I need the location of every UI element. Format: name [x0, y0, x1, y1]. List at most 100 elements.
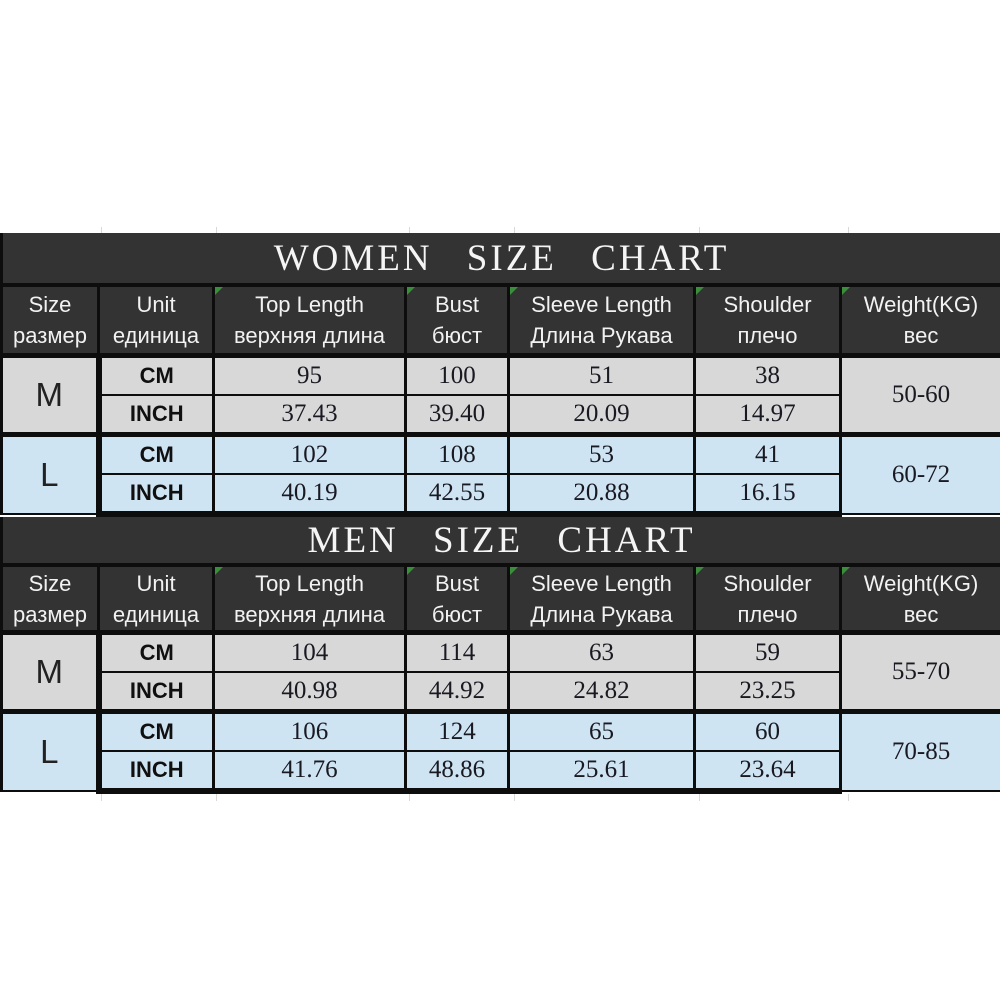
col-header-shoulder: Shoulder плечо	[693, 563, 842, 635]
bust-inch-value: 44.92	[404, 671, 510, 713]
sleeve-cm-value: 51	[507, 353, 696, 396]
gridline-stub	[216, 227, 217, 233]
col-header-weight-ru: вес	[903, 323, 939, 348]
shoulder-inch-value: 23.64	[693, 750, 842, 794]
women-m-cm-row: M CM 95 100 51 38 50-60	[0, 353, 1000, 436]
women-title-row: WOMEN SIZE CHART	[0, 233, 1000, 287]
col-header-shoulder-en: Shoulder	[723, 570, 812, 596]
men-m-inch-row: INCH 40.98 44.92 24.82 23.25	[2, 671, 1000, 713]
weight-cell-l: 70-85	[838, 709, 1000, 792]
col-header-size-en: Size	[28, 292, 72, 317]
unit-cell-cm: CM	[97, 432, 215, 475]
cell-flag-icon	[216, 567, 223, 575]
cell-flag-icon	[408, 287, 415, 295]
col-header-bust-en: Bust	[434, 292, 480, 317]
women-size-table: WOMEN SIZE CHART Size размер Unit единиц…	[0, 233, 1000, 517]
unit-cell-cm: CM	[97, 630, 215, 673]
shoulder-inch-value: 16.15	[693, 473, 842, 517]
col-header-sleeve-length-en: Sleeve Length	[531, 570, 672, 596]
col-header-unit: Unit единица	[97, 563, 215, 635]
col-header-shoulder-ru: плечо	[737, 323, 798, 348]
col-header-unit-ru: единица	[112, 601, 200, 627]
gridline-stub	[216, 794, 217, 801]
cell-flag-icon	[511, 287, 518, 295]
top-length-cm-value: 95	[212, 353, 407, 396]
col-header-top-length: Top Length верхняя длина	[212, 563, 407, 635]
col-header-bust: Bust бюст	[404, 283, 510, 358]
col-header-sleeve-length-ru: Длина Рукава	[530, 323, 673, 348]
unit-cell-inch: INCH	[97, 394, 215, 436]
gridline-stub	[101, 794, 102, 801]
col-header-bust-ru: бюст	[431, 601, 483, 627]
shoulder-cm-value: 60	[693, 709, 842, 752]
gridline-stub	[699, 227, 700, 233]
gridline-stub	[409, 227, 410, 233]
gridline-stub	[848, 227, 849, 233]
weight-cell-m: 50-60	[838, 353, 1000, 436]
sleeve-inch-value: 20.09	[507, 394, 696, 436]
col-header-size: Size размер	[0, 563, 100, 635]
col-header-size-en: Size	[28, 570, 72, 596]
col-header-bust-ru: бюст	[431, 323, 483, 348]
bust-inch-value: 48.86	[404, 750, 510, 794]
size-cell-l: L	[0, 709, 102, 792]
col-header-unit-en: Unit	[136, 292, 176, 317]
col-header-weight: Weight(KG) вес	[838, 563, 1000, 635]
col-header-weight-en: Weight(KG)	[863, 292, 979, 317]
women-header-row: Size размер Unit единица Top Length верх…	[0, 283, 1000, 358]
cell-flag-icon	[408, 567, 415, 575]
shoulder-inch-value: 23.25	[693, 671, 842, 713]
women-l-cm-row: L CM 102 108 53 41 60-72	[0, 432, 1000, 515]
col-header-sleeve-length: Sleeve Length Длина Рукава	[507, 563, 696, 635]
top-length-inch-value: 37.43	[212, 394, 407, 436]
cell-flag-icon	[697, 567, 704, 575]
men-title-row: MEN SIZE CHART	[0, 517, 1000, 567]
gridline-stub	[101, 227, 102, 233]
women-m-inch-row: INCH 37.43 39.40 20.09 14.97	[2, 394, 1000, 436]
weight-cell-l: 60-72	[838, 432, 1000, 515]
col-header-unit-ru: единица	[112, 323, 200, 348]
sleeve-cm-value: 65	[507, 709, 696, 752]
size-charts-container: WOMEN SIZE CHART Size размер Unit единиц…	[0, 227, 1000, 801]
men-size-table: MEN SIZE CHART Size размер Unit единица …	[0, 517, 1000, 794]
weight-cell-m: 55-70	[838, 630, 1000, 713]
col-header-sleeve-length-en: Sleeve Length	[531, 292, 672, 317]
col-header-bust-en: Bust	[434, 570, 480, 596]
gridline-stub	[699, 794, 700, 801]
bust-inch-value: 39.40	[404, 394, 510, 436]
cell-flag-icon	[511, 567, 518, 575]
men-header-row: Size размер Unit единица Top Length верх…	[0, 563, 1000, 635]
men-m-cm-row: M CM 104 114 63 59 55-70	[0, 630, 1000, 713]
col-header-weight-ru: вес	[903, 601, 939, 627]
bust-cm-value: 100	[404, 353, 510, 396]
gridline-stub	[514, 794, 515, 801]
col-header-top-length-ru: верхняя длина	[233, 601, 386, 627]
col-header-size-ru: размер	[13, 601, 87, 627]
unit-cell-inch: INCH	[97, 671, 215, 713]
col-header-shoulder: Shoulder плечо	[693, 283, 842, 358]
col-header-top-length-en: Top Length	[255, 570, 364, 596]
col-header-top-length: Top Length верхняя длина	[212, 283, 407, 358]
cell-flag-icon	[843, 567, 850, 575]
col-header-top-length-en: Top Length	[255, 292, 364, 317]
top-length-inch-value: 40.19	[212, 473, 407, 517]
col-header-size: Size размер	[0, 283, 100, 358]
men-l-inch-row: INCH 41.76 48.86 25.61 23.64	[2, 750, 1000, 794]
sleeve-inch-value: 20.88	[507, 473, 696, 517]
col-header-weight-en: Weight(KG)	[863, 570, 979, 596]
men-l-cm-row: L CM 106 124 65 60 70-85	[0, 709, 1000, 792]
sleeve-cm-value: 53	[507, 432, 696, 475]
gridline-stub	[409, 794, 410, 801]
women-chart-title: WOMEN SIZE CHART	[0, 233, 1000, 287]
gridline-stub	[848, 794, 849, 801]
col-header-shoulder-ru: плечо	[737, 601, 798, 627]
unit-cell-cm: CM	[97, 709, 215, 752]
shoulder-cm-value: 38	[693, 353, 842, 396]
gridline-stub	[514, 227, 515, 233]
men-chart-title: MEN SIZE CHART	[0, 517, 1000, 567]
top-length-cm-value: 104	[212, 630, 407, 673]
bust-cm-value: 108	[404, 432, 510, 475]
col-header-weight: Weight(KG) вес	[838, 283, 1000, 358]
col-header-sleeve-length: Sleeve Length Длина Рукава	[507, 283, 696, 358]
